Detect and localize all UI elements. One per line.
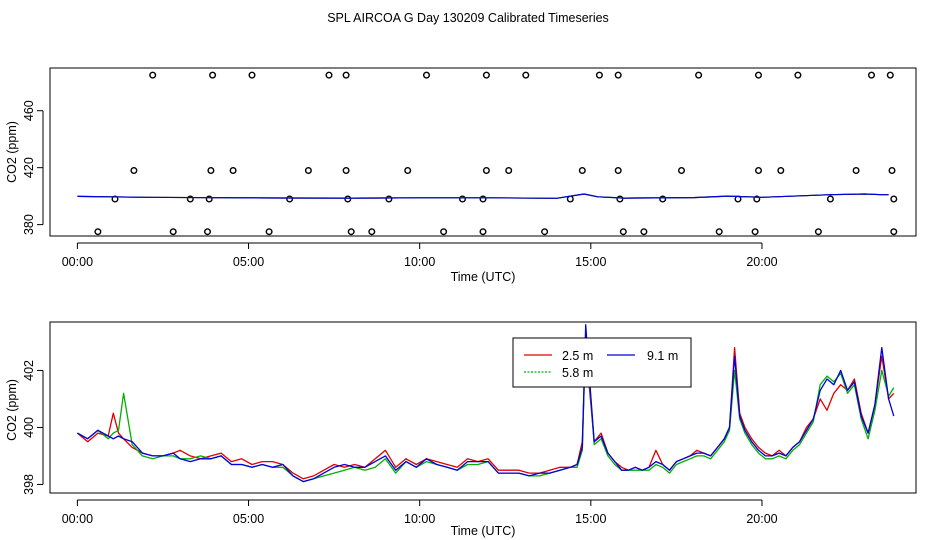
calibration-point [404,166,412,174]
calibration-point [169,228,177,236]
calibration-point [130,166,138,174]
calibration-point [286,195,294,203]
calibration-point [440,228,448,236]
legend: 2.5 m 9.1 m 5.8 m [512,337,692,388]
calibration-point [423,71,431,79]
calibration-point [265,228,273,236]
legend-label-5-8m: 5.8 m [562,366,593,380]
x-tick-label: 10:00 [404,255,435,269]
x-tick-label: 15:00 [575,512,606,526]
calibration-point [890,195,898,203]
calibration-x-label: Time (UTC) [451,270,516,284]
calibration-point [205,195,213,203]
timeseries-x-label: Time (UTC) [451,524,516,538]
y-tick-label: 380 [22,214,36,235]
calibration-point [755,166,763,174]
calibration-point [886,71,894,79]
calibration-point [94,228,102,236]
calibration-point [149,71,157,79]
calibration-point [619,228,627,236]
timeseries-chart: 00:00 05:00 10:00 15:00 20:00 398 400 402 Time… [5,321,917,538]
x-tick-label: 00:00 [62,255,93,269]
calibration-point [616,195,624,203]
timeseries-series-9-1m [77,324,895,483]
calibration-point [614,166,622,174]
calibration-series-lines [77,193,889,199]
x-tick-label: 00:00 [62,512,93,526]
calibration-point [207,166,215,174]
calibration-point [505,166,513,174]
timeseries-y-axis: 398 400 402 [22,360,44,495]
calibration-point [482,71,490,79]
calibration-point [751,228,759,236]
timeseries-lines [76,324,895,483]
legend-label-9-1m: 9.1 m [647,349,678,363]
y-tick-label: 420 [22,157,36,178]
calibration-point [304,166,312,174]
legend-label-2-5m: 2.5 m [562,349,593,363]
calibration-point [203,228,211,236]
calibration-point [715,228,723,236]
x-tick-label: 20:00 [746,512,777,526]
calibration-point [659,195,667,203]
calibration-point [814,228,822,236]
x-tick-label: 05:00 [233,255,264,269]
calibration-point [368,228,376,236]
calibration-point [479,195,487,203]
calibration-y-axis: 380 420 460 [22,100,44,235]
calibration-point [695,71,703,79]
calibration-point [755,71,763,79]
calibration-point [248,71,256,79]
calibration-point [344,195,352,203]
y-tick-label: 460 [22,100,36,121]
calibration-point [753,195,761,203]
y-tick-label: 400 [22,417,36,438]
calibration-series-9-1m [77,193,889,199]
calibration-point [479,228,487,236]
calibration-point [640,228,648,236]
calibration-point [209,71,217,79]
calibration-plot-frame [49,67,917,237]
calibration-point [325,71,333,79]
calibration-point [186,195,194,203]
x-tick-label: 05:00 [233,512,264,526]
y-tick-label: 402 [22,360,36,381]
calibration-chart: 00:00 05:00 10:00 15:00 20:00 380 420 460 Time… [5,67,917,284]
calibration-y-label: CO2 (ppm) [5,121,19,183]
x-tick-label: 10:00 [404,512,435,526]
calibration-point [890,228,898,236]
calibration-point [482,166,490,174]
calibration-point [888,166,896,174]
calibration-point [868,71,876,79]
calibration-x-axis: 00:00 05:00 10:00 15:00 20:00 [62,242,778,269]
calibration-point [347,228,355,236]
calibration-point [595,71,603,79]
calibration-point [342,166,350,174]
calibration-point [777,166,785,174]
x-tick-label: 15:00 [575,255,606,269]
x-tick-label: 20:00 [746,255,777,269]
calibration-point [229,166,237,174]
calibration-point [852,166,860,174]
calibration-point [794,71,802,79]
calibration-point [111,195,119,203]
legend-box [512,337,692,388]
calibration-point [342,71,350,79]
y-tick-label: 398 [22,474,36,495]
calibration-point [678,166,686,174]
calibration-point [826,195,834,203]
calibration-point [614,71,622,79]
calibration-point [541,228,549,236]
calibration-point [522,71,530,79]
calibration-point [578,166,586,174]
calibration-point [459,195,467,203]
timeseries-y-label: CO2 (ppm) [5,379,19,441]
timeseries-x-axis: 00:00 05:00 10:00 15:00 20:00 [62,499,778,526]
calibration-point [385,195,393,203]
timeseries-plot-frame [49,321,917,494]
calibration-points [94,71,898,236]
figure-title: SPL AIRCOA G Day 130209 Calibrated Times… [327,11,609,25]
